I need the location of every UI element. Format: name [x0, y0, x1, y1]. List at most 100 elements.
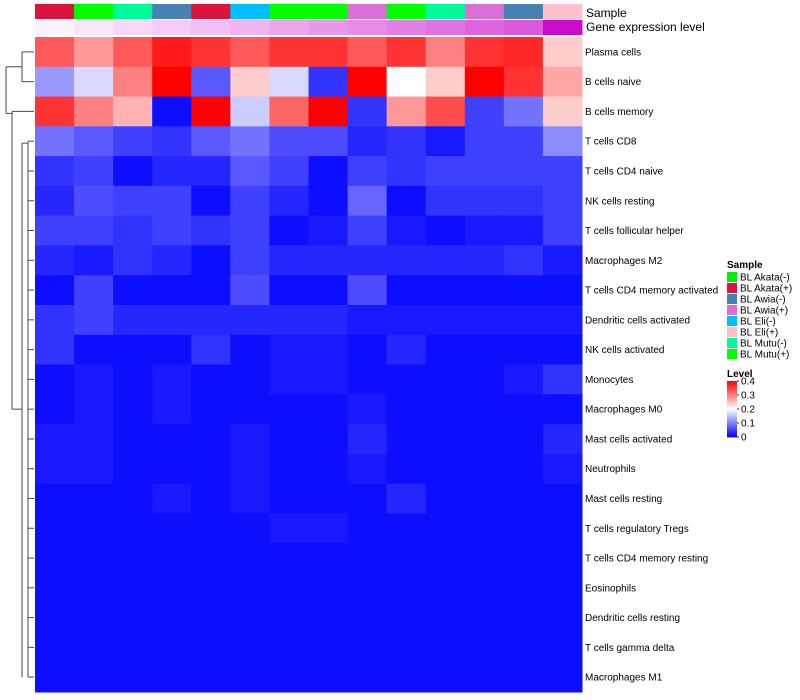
- heatmap-cell: [386, 513, 427, 544]
- heatmap-cell: [386, 424, 427, 455]
- heatmap-cell: [269, 126, 309, 157]
- heatmap-cell: [308, 424, 349, 455]
- heatmap-cell: [191, 37, 231, 68]
- heatmap-cell: [347, 304, 388, 336]
- heatmap-cell: [35, 632, 75, 663]
- heatmap-cell: [113, 632, 153, 663]
- level-legend-gradient-step: [727, 389, 737, 391]
- heatmap-cell: [425, 96, 466, 127]
- heatmap-cell: [152, 334, 192, 365]
- heatmap-cell: [308, 632, 349, 663]
- heatmap-cell: [308, 543, 349, 574]
- heatmap-cell: [191, 483, 231, 514]
- heatmap-cell: [152, 572, 192, 604]
- row-label: Neutrophils: [585, 464, 636, 475]
- heatmap-cell: [347, 483, 388, 514]
- heatmap-cell: [230, 126, 270, 157]
- heatmap-cell: [113, 602, 153, 633]
- heatmap-cell: [74, 96, 114, 127]
- heatmap-cell: [191, 513, 231, 544]
- heatmap-cell: [152, 304, 192, 336]
- heatmap-cell: [152, 424, 192, 455]
- heatmap-cell: [74, 215, 114, 246]
- heatmap-cell: [542, 572, 583, 604]
- expression-annotation-cell: [503, 20, 544, 35]
- heatmap-cell: [386, 275, 427, 306]
- level-legend-gradient-step: [727, 384, 737, 386]
- heatmap-cell: [464, 572, 505, 604]
- heatmap-cell: [503, 126, 544, 157]
- heatmap-cell: [35, 364, 75, 395]
- sample-legend-label: BL Eli(-): [740, 317, 776, 328]
- level-legend-gradient-step: [727, 397, 737, 399]
- heatmap-cell: [35, 96, 75, 127]
- level-legend-gradient-step: [727, 410, 737, 412]
- row-label: Mast cells activated: [585, 434, 672, 445]
- heatmap-cell: [464, 304, 505, 336]
- sample-legend-title: Sample: [727, 260, 763, 271]
- level-legend-tick-label: 0.2: [741, 405, 755, 416]
- heatmap-cell: [113, 66, 153, 98]
- heatmap-cell: [191, 632, 231, 663]
- heatmap-cell: [152, 483, 192, 514]
- heatmap-cell: [347, 632, 388, 663]
- row-label: B cells memory: [585, 107, 653, 118]
- heatmap-cell: [386, 602, 427, 633]
- row-label: Macrophages M0: [585, 405, 663, 416]
- heatmap-cell: [74, 364, 114, 395]
- row-label: Monocytes: [585, 375, 633, 386]
- sample-annotation-cell: [35, 4, 75, 19]
- heatmap-cell: [425, 602, 466, 633]
- sample-annotation-cell: [542, 4, 583, 19]
- heatmap-cell: [386, 185, 427, 217]
- expression-annotation-cell: [386, 20, 427, 35]
- heatmap-cell: [425, 424, 466, 455]
- row-label: T cells follicular helper: [585, 226, 684, 237]
- heatmap-cell: [113, 334, 153, 365]
- heatmap-cell: [347, 66, 388, 98]
- heatmap-cell: [113, 185, 153, 217]
- level-legend-gradient-step: [727, 412, 737, 414]
- expression-annotation-cell: [269, 20, 309, 35]
- heatmap-cell: [269, 364, 309, 395]
- heatmap-cell: [425, 453, 466, 485]
- heatmap-cell: [35, 424, 75, 455]
- heatmap-cell: [464, 453, 505, 485]
- level-legend-gradient-step: [727, 393, 737, 395]
- expression-annotation-cell: [74, 20, 114, 35]
- heatmap-cell: [74, 275, 114, 306]
- heatmap-cell: [386, 483, 427, 514]
- row-label: Dendritic cells resting: [585, 613, 680, 624]
- heatmap-cell: [74, 513, 114, 544]
- level-legend-gradient-step: [727, 423, 737, 425]
- sample-annotation-cell: [464, 4, 505, 19]
- heatmap-cell: [152, 275, 192, 306]
- heatmap-cell: [503, 483, 544, 514]
- sample-legend-swatch: [727, 283, 737, 293]
- heatmap-cell: [191, 334, 231, 365]
- heatmap-cell: [347, 394, 388, 425]
- heatmap-cell: [464, 483, 505, 514]
- sample-legend-label: BL Awia(-): [740, 295, 786, 306]
- heatmap-cell: [347, 96, 388, 127]
- heatmap-cell: [464, 632, 505, 663]
- level-legend-gradient-step: [727, 395, 737, 397]
- sample-annotation-label: Sample: [586, 6, 627, 20]
- heatmap-cell: [35, 543, 75, 574]
- sample-legend-swatch: [727, 294, 737, 304]
- level-legend-gradient-step: [727, 388, 737, 390]
- row-label: T cells CD4 memory activated: [585, 286, 718, 297]
- heatmap-cell: [230, 572, 270, 604]
- heatmap-cell: [113, 424, 153, 455]
- heatmap-cell: [152, 66, 192, 98]
- heatmap-cell: [347, 37, 388, 68]
- level-legend-gradient-step: [727, 425, 737, 427]
- level-legend-gradient-step: [727, 407, 737, 409]
- level-legend-gradient-step: [727, 382, 737, 384]
- heatmap-cell: [113, 215, 153, 246]
- heatmap-cell: [191, 453, 231, 485]
- heatmap-cell: [503, 334, 544, 365]
- level-legend-gradient-step: [727, 394, 737, 396]
- level-legend-gradient-step: [727, 403, 737, 405]
